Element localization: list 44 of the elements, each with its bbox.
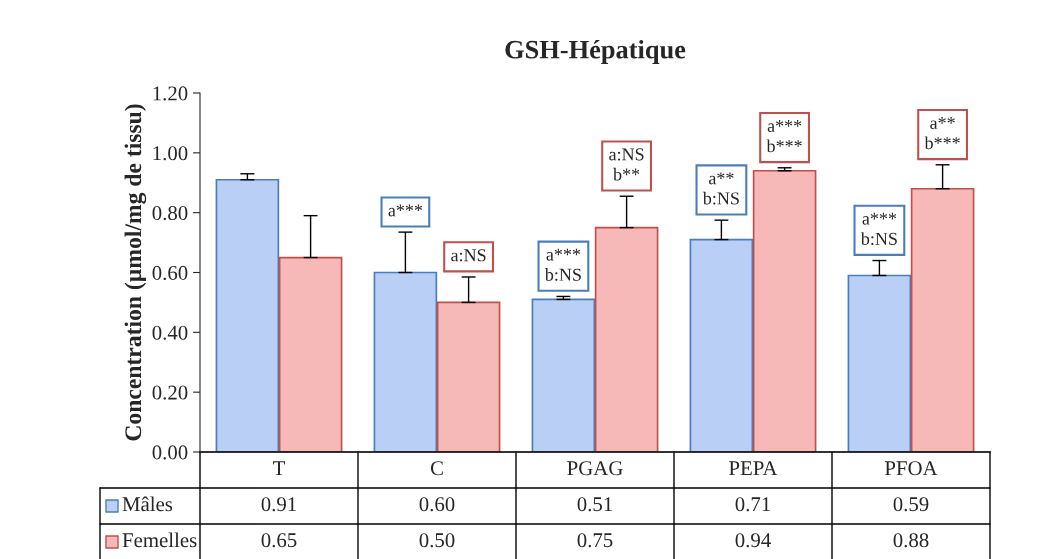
data-label: 0.94	[735, 533, 771, 548]
bar	[215, 178, 280, 452]
bar	[278, 256, 343, 452]
y-tick-label: 1.20	[153, 86, 188, 101]
x-tick-label: PEPA	[729, 461, 778, 476]
bar	[436, 301, 501, 452]
bar	[752, 169, 817, 452]
bar	[689, 238, 754, 452]
y-tick-label: 0.80	[152, 206, 188, 221]
data-label: 0.65	[261, 533, 297, 548]
legend-label: Femelles	[122, 532, 197, 548]
y-tick-label: 0.20	[152, 385, 188, 400]
x-tick-label: C	[430, 461, 443, 476]
bar	[531, 298, 596, 452]
bar	[910, 187, 975, 452]
text: a*** b***	[766, 120, 802, 153]
bar	[373, 271, 438, 452]
bar	[847, 274, 912, 452]
chart-title: GSH-Hépatique	[505, 39, 686, 64]
y-tick-label: 0.60	[152, 265, 188, 281]
data-label: 0.71	[735, 497, 770, 512]
y-tick-label: 0.40	[152, 325, 188, 340]
x-tick-label: PGAG	[567, 461, 623, 476]
y-tick-label: 0.00	[152, 445, 188, 460]
data-label: 0.88	[893, 533, 929, 548]
annotation: a***	[388, 204, 423, 217]
annotation: a:NS b**	[609, 148, 644, 181]
y-tick-label: 1.00	[153, 146, 188, 161]
x-tick-label: PFOA	[884, 461, 938, 476]
annotation: a:NS	[451, 249, 486, 262]
bar	[594, 226, 659, 452]
data-label: 0.59	[893, 497, 929, 512]
data-label: 0.75	[577, 533, 613, 548]
annotation: a** b***	[924, 117, 960, 150]
data-label: 0.50	[419, 533, 455, 548]
x-tick-label: T	[273, 461, 286, 476]
annotation: a** b:NS	[702, 172, 739, 205]
annotation: a*** b:NS	[544, 248, 581, 281]
data-label: 0.51	[577, 497, 612, 512]
annotation: a*** b:NS	[860, 212, 897, 245]
legend-label: Mâles	[122, 496, 173, 512]
data-label: 0.60	[419, 497, 455, 512]
data-label: 0.91	[261, 497, 296, 512]
y-axis-title: Concentration (µmol/mg de tissu)	[124, 104, 147, 441]
